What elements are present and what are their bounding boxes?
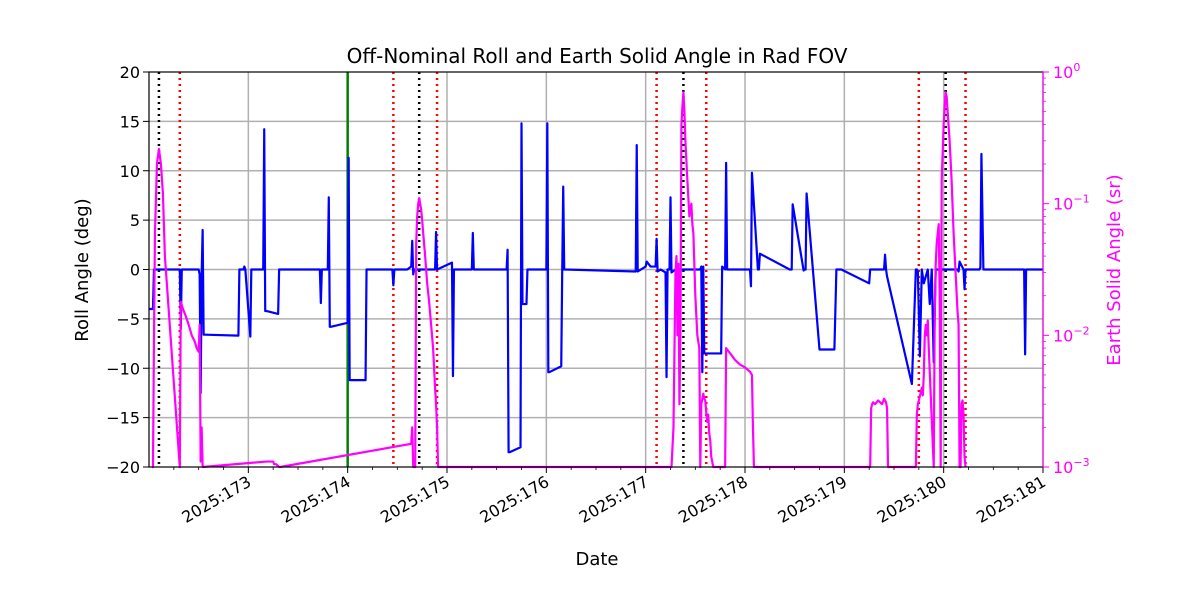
x-tick-label: 2025:181 bbox=[973, 472, 1049, 527]
x-tick-label: 2025:176 bbox=[476, 472, 552, 527]
y-tick-label: −15 bbox=[106, 409, 140, 428]
y-tick-label: 10 bbox=[120, 162, 140, 181]
y-axis-label: Roll Angle (deg) bbox=[72, 198, 93, 341]
x-tick-label: 2025:177 bbox=[576, 472, 652, 527]
y-tick-label: −5 bbox=[116, 310, 140, 329]
x-tick-label: 2025:178 bbox=[675, 472, 751, 527]
earth-solid-angle-line bbox=[151, 91, 967, 469]
y-tick-label: 15 bbox=[120, 112, 140, 131]
y2-axis-label: Earth Solid Angle (sr) bbox=[1104, 174, 1125, 365]
x-tick-label: 2025:174 bbox=[278, 472, 354, 527]
roll-angle-line bbox=[149, 122, 1043, 454]
y-tick-label: −20 bbox=[106, 458, 140, 477]
y-tick-label: 0 bbox=[130, 261, 140, 280]
y2-tick-label: 10−3 bbox=[1053, 456, 1090, 477]
chart-title: Off-Nominal Roll and Earth Solid Angle i… bbox=[347, 44, 848, 68]
y-tick-label: −10 bbox=[106, 359, 140, 378]
x-tick-label: 2025:179 bbox=[774, 472, 850, 527]
y2-tick-label: 10−2 bbox=[1053, 324, 1090, 345]
series bbox=[149, 91, 1043, 469]
y2-tick-label: 10−1 bbox=[1053, 193, 1090, 214]
y-tick-label: 20 bbox=[120, 63, 140, 82]
x-tick-label: 2025:173 bbox=[178, 472, 254, 527]
y2-tick-label: 100 bbox=[1053, 61, 1080, 82]
y-tick-label: 5 bbox=[130, 211, 140, 230]
x-axis-label: Date bbox=[575, 549, 618, 570]
x-tick-label: 2025:175 bbox=[377, 472, 453, 527]
x-tick-label: 2025:180 bbox=[874, 472, 950, 527]
